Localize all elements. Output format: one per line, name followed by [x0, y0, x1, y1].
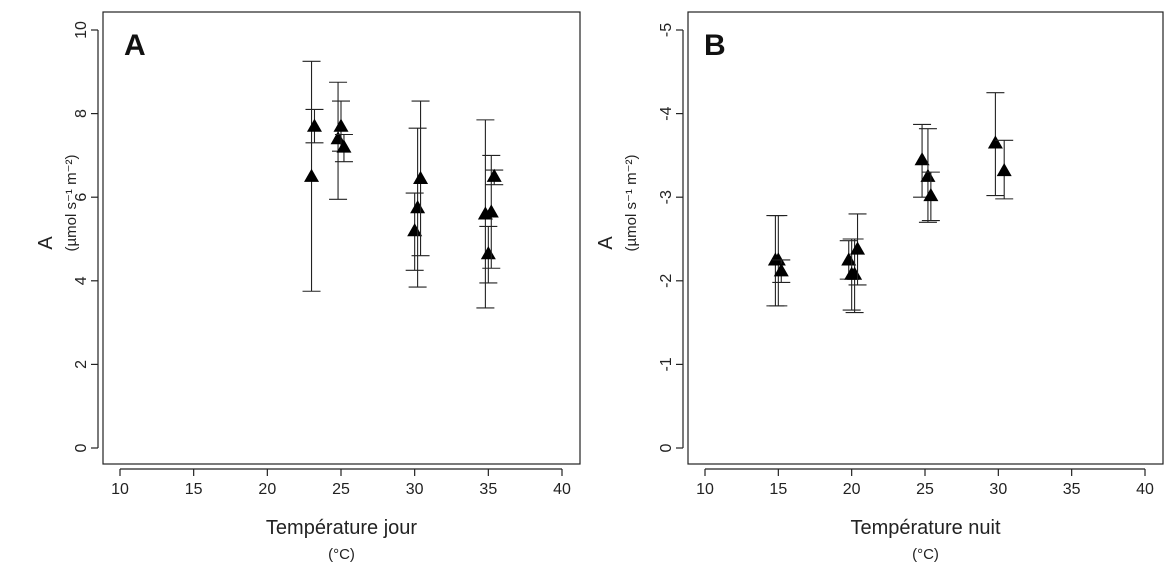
x-tick-label: 15 — [185, 481, 203, 498]
y-tick-label: -3 — [658, 190, 675, 204]
y-tick-label: 2 — [73, 360, 90, 369]
x-tick-label: 40 — [553, 481, 571, 498]
data-point-triangle — [480, 246, 496, 260]
x-tick-label: 25 — [332, 481, 350, 498]
y-tick-label: -4 — [658, 106, 675, 120]
x-tick-label: 25 — [916, 481, 934, 498]
x-axis-unit: (°C) — [912, 546, 939, 563]
y-axis-unit: (µmol s⁻¹ m⁻²) — [63, 155, 80, 252]
x-tick-label: 40 — [1136, 481, 1154, 498]
x-tick-label: 20 — [258, 481, 276, 498]
y-tick-label: 8 — [73, 109, 90, 118]
data-point-triangle — [773, 263, 789, 277]
data-point-triangle — [333, 118, 349, 132]
x-tick-label: 10 — [696, 481, 714, 498]
y-axis-title: A — [35, 236, 57, 250]
x-axis-title: Température nuit — [850, 517, 1001, 539]
data-point-triangle — [923, 188, 939, 202]
y-tick-label: -2 — [658, 274, 675, 288]
data-point-triangle — [336, 139, 352, 153]
data-point-triangle — [987, 135, 1003, 149]
panel-a: 10 15 20 25 30 35 40 0 2 4 6 8 10 Température jour (°C… — [35, 11, 581, 563]
data-point-triangle — [330, 131, 346, 145]
plot-frame — [102, 11, 581, 465]
panel-letter: B — [704, 29, 726, 62]
data-point-triangle — [847, 266, 863, 280]
data-point-triangle — [483, 204, 499, 218]
plot-frame — [687, 11, 1164, 465]
data-point-triangle — [306, 118, 322, 132]
data-point-triangle — [841, 252, 857, 266]
y-tick-label: 6 — [73, 193, 90, 202]
y-tick-label: 10 — [73, 21, 90, 39]
y-axis-title: A — [595, 236, 617, 250]
y-tick-label: -5 — [658, 23, 675, 37]
y-tick-label: 0 — [658, 443, 675, 452]
y-tick-label: 4 — [73, 276, 90, 285]
data-point-triangle — [413, 170, 429, 185]
data-point-triangle — [410, 200, 426, 214]
x-tick-label: 30 — [406, 481, 424, 498]
x-tick-label: 30 — [989, 481, 1007, 498]
y-axis-unit: (µmol s⁻¹ m⁻²) — [623, 155, 640, 252]
y-tick-label: 0 — [73, 443, 90, 452]
panel-letter: A — [124, 29, 146, 62]
x-tick-label: 10 — [111, 481, 129, 498]
data-point-triangle — [920, 168, 936, 182]
x-tick-label: 20 — [843, 481, 861, 498]
x-tick-label: 35 — [1063, 481, 1081, 498]
x-axis-unit: (°C) — [328, 546, 355, 563]
x-tick-label: 35 — [479, 481, 497, 498]
data-point-triangle — [770, 252, 786, 266]
y-tick-label: -1 — [658, 357, 675, 371]
panel-b: 10 15 20 25 30 35 40 0 -1 -2 -3 -4 -5 Température nui… — [595, 11, 1164, 563]
data-point-triangle — [914, 152, 930, 166]
data-point-triangle — [996, 162, 1012, 177]
data-point-triangle — [850, 241, 866, 255]
x-axis-title: Température jour — [266, 517, 418, 539]
data-point-triangle — [486, 168, 502, 182]
x-tick-label: 15 — [769, 481, 787, 498]
data-point-triangle — [407, 223, 423, 237]
data-point-triangle — [304, 168, 320, 182]
